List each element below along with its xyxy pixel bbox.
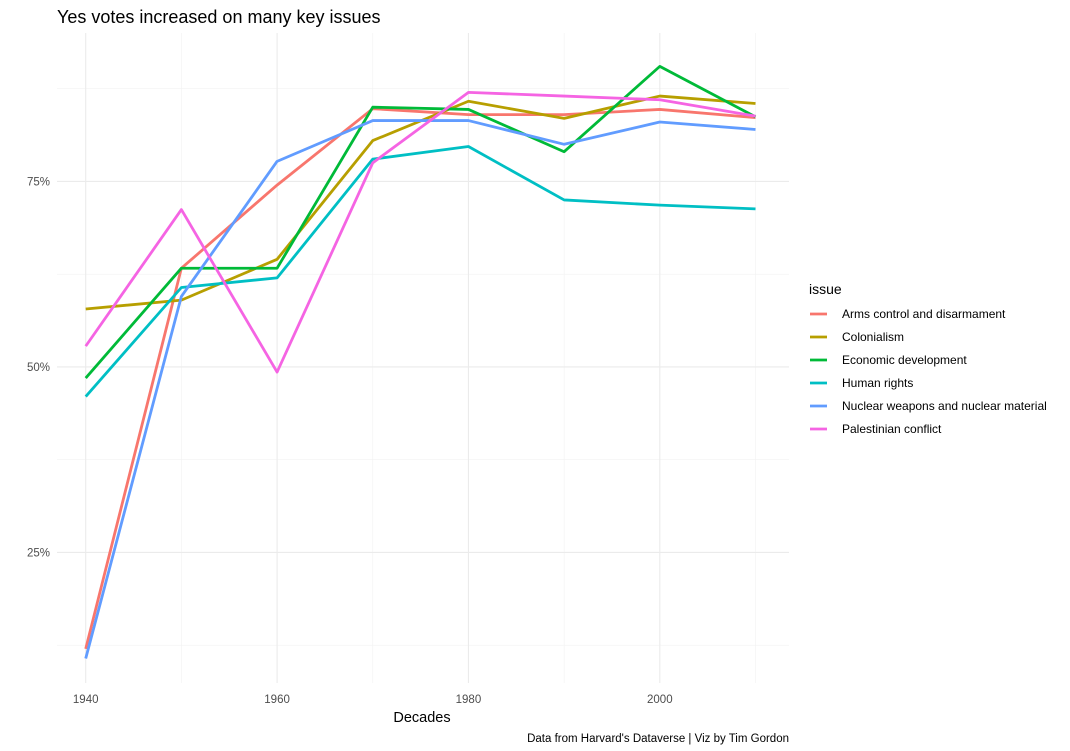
legend-label: Economic development bbox=[842, 353, 967, 367]
series-lines bbox=[84, 64, 757, 659]
chart-title: Yes votes increased on many key issues bbox=[57, 7, 381, 27]
y-tick-label: 50% bbox=[27, 362, 50, 374]
grid bbox=[57, 33, 789, 683]
legend-item: Economic development bbox=[810, 353, 967, 367]
x-tick-label: 1980 bbox=[456, 694, 482, 706]
legend-item: Palestinian conflict bbox=[810, 422, 942, 436]
series-line-economic-development bbox=[84, 64, 757, 379]
chart-caption: Data from Harvard's Dataverse | Viz by T… bbox=[527, 733, 789, 745]
legend-label: Arms control and disarmament bbox=[842, 307, 1006, 321]
series-line-arms-control-and-disarmament bbox=[84, 107, 756, 650]
x-tick-label: 1940 bbox=[73, 694, 99, 706]
legend-item: Nuclear weapons and nuclear material bbox=[810, 399, 1047, 413]
x-axis-title: Decades bbox=[393, 710, 450, 726]
series-line-human-rights bbox=[84, 145, 756, 398]
y-tick-label: 25% bbox=[27, 547, 50, 559]
y-axis-tick-labels: 25% 50% 75% bbox=[27, 176, 50, 559]
legend-item: Colonialism bbox=[810, 330, 904, 344]
legend-label: Colonialism bbox=[842, 330, 904, 344]
series-line-palestinian-conflict bbox=[84, 90, 756, 374]
x-tick-label: 1960 bbox=[264, 694, 290, 706]
x-tick-label: 2000 bbox=[647, 694, 673, 706]
legend-item: Human rights bbox=[810, 376, 913, 390]
legend-title: issue bbox=[809, 281, 842, 297]
legend-items: Arms control and disarmament Colonialism E… bbox=[810, 307, 1047, 436]
y-tick-label: 75% bbox=[27, 176, 50, 188]
legend-label: Palestinian conflict bbox=[842, 422, 942, 436]
legend-label: Human rights bbox=[842, 376, 913, 390]
legend-item: Arms control and disarmament bbox=[810, 307, 1006, 321]
series-line-nuclear-weapons-and-nuclear-material bbox=[84, 119, 756, 659]
x-axis-tick-labels: 1940 1960 1980 2000 bbox=[73, 694, 673, 706]
legend-label: Nuclear weapons and nuclear material bbox=[842, 399, 1047, 413]
legend: issue Arms control and disarmament Coloni… bbox=[809, 281, 1047, 436]
